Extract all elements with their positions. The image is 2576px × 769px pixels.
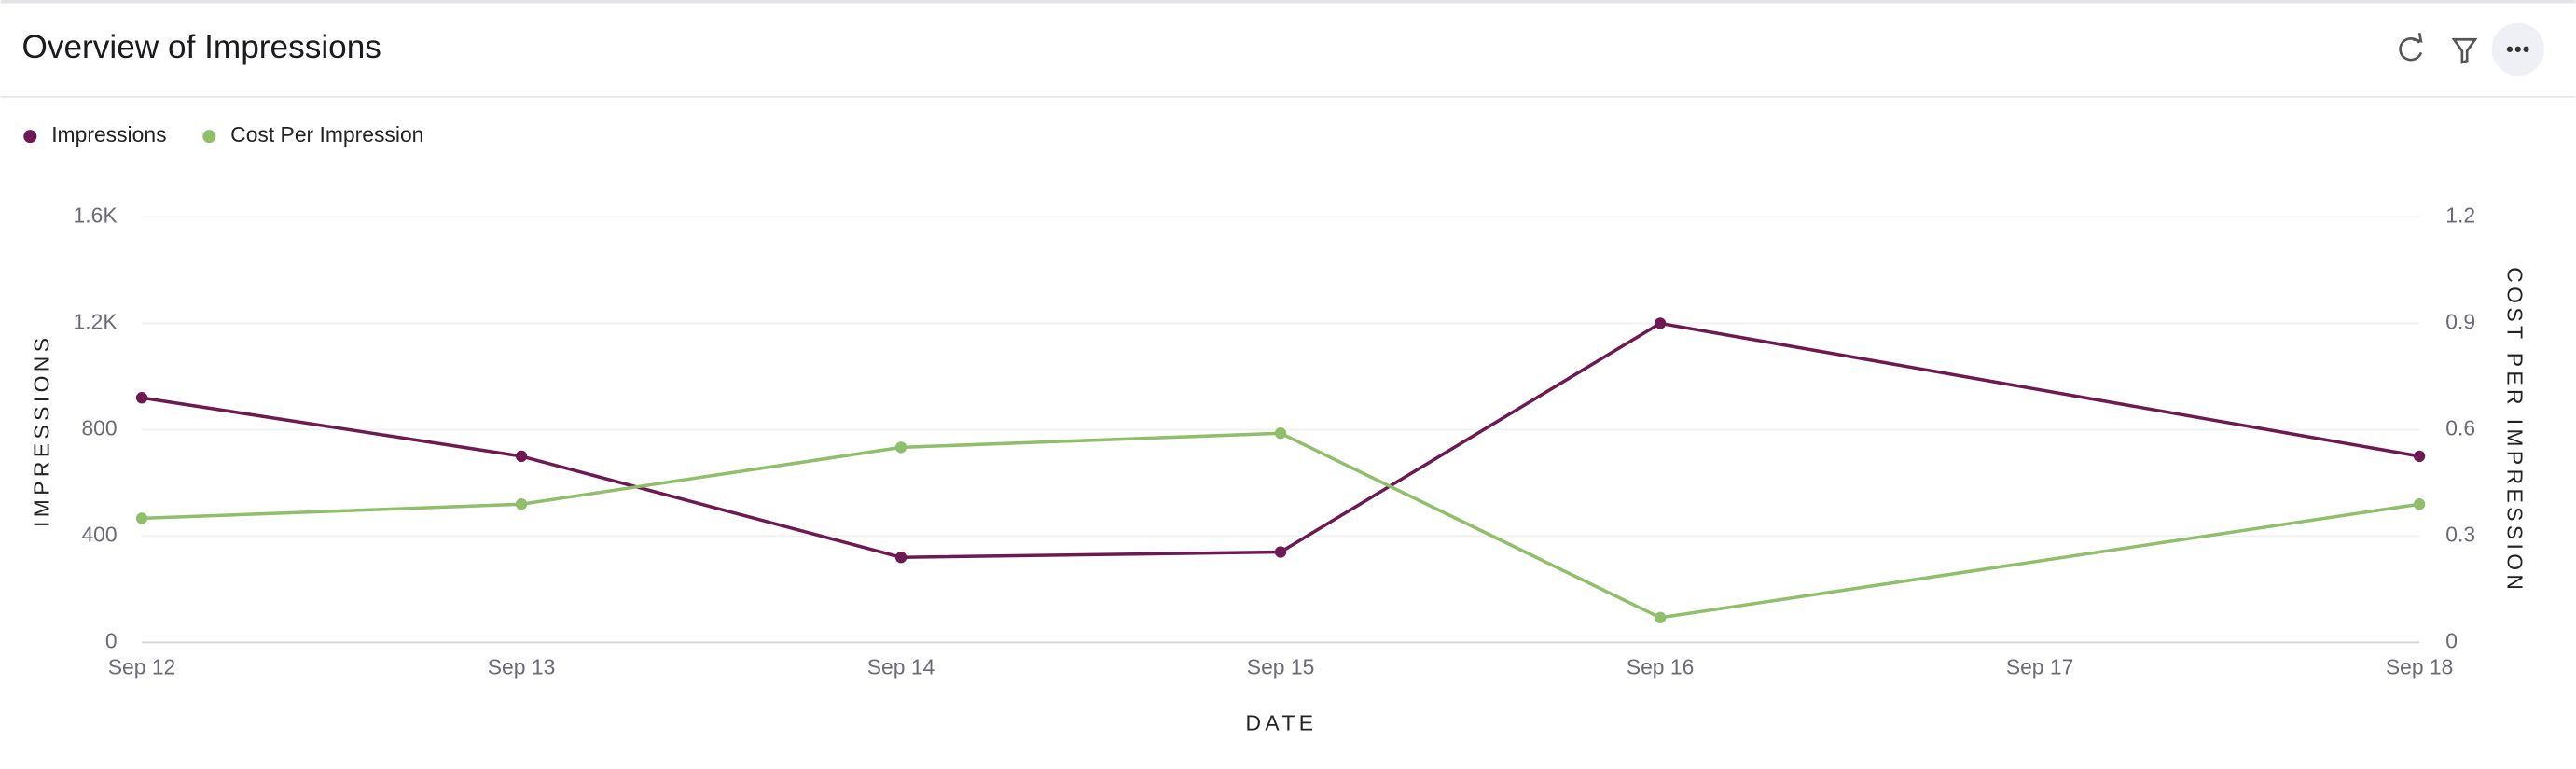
x-tick-label: Sep 13 [488, 655, 556, 679]
y2-tick-label: 0.3 [2445, 522, 2475, 546]
y2-axis-title: COST PER IMPRESSION [2502, 267, 2527, 594]
y-tick-label: 400 [81, 522, 117, 546]
data-point [515, 450, 528, 463]
y2-tick-label: 1.2 [2445, 203, 2475, 227]
y2-tick-label: 0.6 [2445, 415, 2475, 440]
x-tick-label: Sep 15 [1247, 655, 1315, 679]
x-tick-label: Sep 17 [2006, 655, 2074, 679]
y-tick-label: 800 [81, 415, 117, 440]
y2-tick-label: 0.9 [2445, 309, 2475, 333]
data-point [1274, 546, 1287, 558]
x-tick-label: Sep 12 [108, 655, 176, 679]
data-point [1274, 427, 1287, 440]
y-tick-label: 1.6K [74, 203, 118, 227]
series-line [141, 431, 2420, 620]
data-point [894, 441, 907, 454]
data-point [1654, 611, 1667, 623]
chart-title: Overview of Impressions [22, 29, 381, 65]
data-point [135, 512, 148, 524]
data-point [2413, 498, 2426, 510]
legend-marker [23, 130, 37, 144]
x-axis-title: DATE [1245, 711, 1317, 735]
refresh-button[interactable] [2399, 32, 2423, 62]
legend-marker [202, 130, 216, 144]
data-point [2413, 450, 2426, 463]
x-tick-label: Sep 14 [867, 655, 935, 679]
data-point [1654, 317, 1667, 329]
x-tick-label: Sep 18 [2386, 655, 2454, 679]
y-axis-title: IMPRESSIONS [29, 334, 53, 527]
data-point [515, 498, 528, 510]
x-tick-label: Sep 16 [1627, 655, 1695, 679]
y-tick-label: 0 [105, 628, 118, 652]
legend-label: Cost Per Impression [230, 122, 423, 147]
data-point [135, 392, 148, 404]
legend-label: Impressions [51, 122, 166, 147]
data-point [894, 552, 907, 564]
more-button[interactable] [2491, 22, 2544, 76]
y-tick-label: 1.2K [74, 309, 118, 333]
y2-tick-label: 0 [2445, 628, 2458, 652]
series-line [141, 321, 2420, 559]
filter-button[interactable] [2451, 37, 2478, 64]
